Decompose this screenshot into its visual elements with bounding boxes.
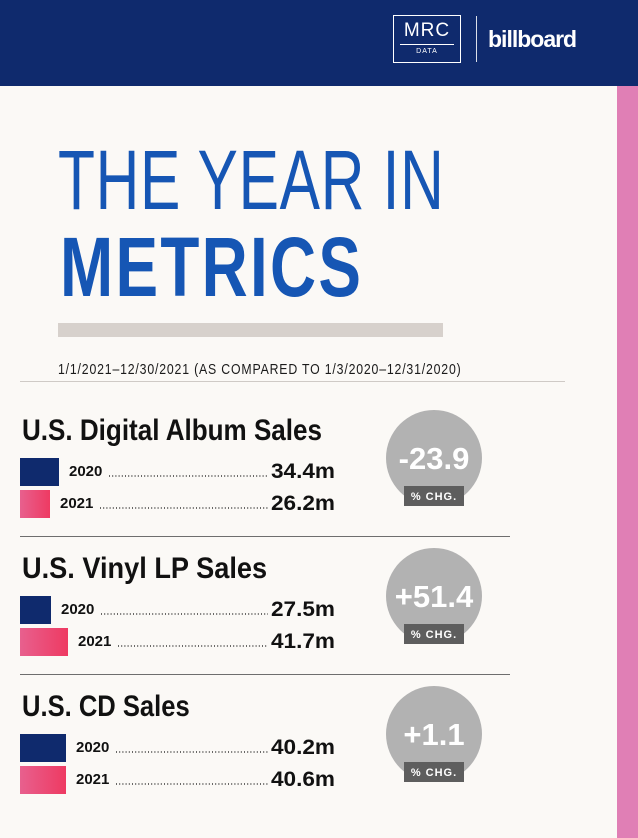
side-accent-stripe: [617, 86, 638, 838]
change-label: % CHG.: [411, 767, 457, 779]
bar-2020: [20, 596, 51, 624]
section-divider: [20, 536, 510, 537]
value-label: 27.5m: [271, 598, 335, 621]
change-badge: [386, 410, 482, 506]
bar-2021: [20, 766, 66, 794]
change-label-box: [404, 624, 464, 644]
change-label: % CHG.: [411, 491, 457, 503]
change-label: % CHG.: [411, 629, 457, 641]
mrc-logo-sub: DATA: [416, 48, 438, 55]
change-badge: [386, 548, 482, 644]
bar-2021: [20, 628, 68, 656]
bar-2021: [20, 490, 50, 518]
date-range: 1/1/2021–12/30/2021 (AS COMPARED TO 1/3/…: [58, 361, 462, 378]
change-label-box: [404, 486, 464, 506]
mrc-data-logo[interactable]: MRC DATA: [393, 15, 461, 63]
date-rule: [20, 381, 565, 382]
title-line-2: METRICS: [60, 220, 364, 314]
metric-title: U.S. CD Sales: [22, 690, 190, 723]
mrc-logo-rule: [400, 44, 454, 45]
metric-title: U.S. Vinyl LP Sales: [22, 552, 267, 585]
value-label: 26.2m: [271, 492, 335, 515]
title-line-1: THE YEAR IN: [58, 133, 445, 227]
value-label: 34.4m: [271, 460, 335, 483]
billboard-logo[interactable]: billboard: [488, 26, 577, 52]
change-badge: [386, 686, 482, 782]
title-underline: [58, 323, 443, 337]
value-label: 41.7m: [271, 630, 335, 653]
year-label: 2020: [76, 739, 109, 756]
change-value: +1.1: [403, 717, 464, 752]
metric-title: U.S. Digital Album Sales: [22, 414, 322, 447]
bar-2020: [20, 458, 59, 486]
change-value: -23.9: [399, 441, 470, 476]
bar-2020: [20, 734, 66, 762]
value-label: 40.2m: [271, 736, 335, 759]
metrics-chart: U.S. Digital Album Sales 2020 34.4m 2021 26.…: [20, 410, 482, 794]
year-label: 2020: [61, 601, 94, 618]
value-label: 40.6m: [271, 768, 335, 791]
year-label: 2021: [60, 495, 93, 512]
logo-divider: [476, 16, 477, 62]
year-label: 2021: [76, 771, 109, 788]
year-label: 2020: [69, 463, 102, 480]
mrc-logo-name: MRC: [403, 20, 451, 41]
year-label: 2021: [78, 633, 111, 650]
change-label-box: [404, 762, 464, 782]
change-value: +51.4: [395, 579, 474, 614]
header-bar: MRC DATA billboard: [0, 0, 638, 86]
section-divider: [20, 674, 510, 675]
